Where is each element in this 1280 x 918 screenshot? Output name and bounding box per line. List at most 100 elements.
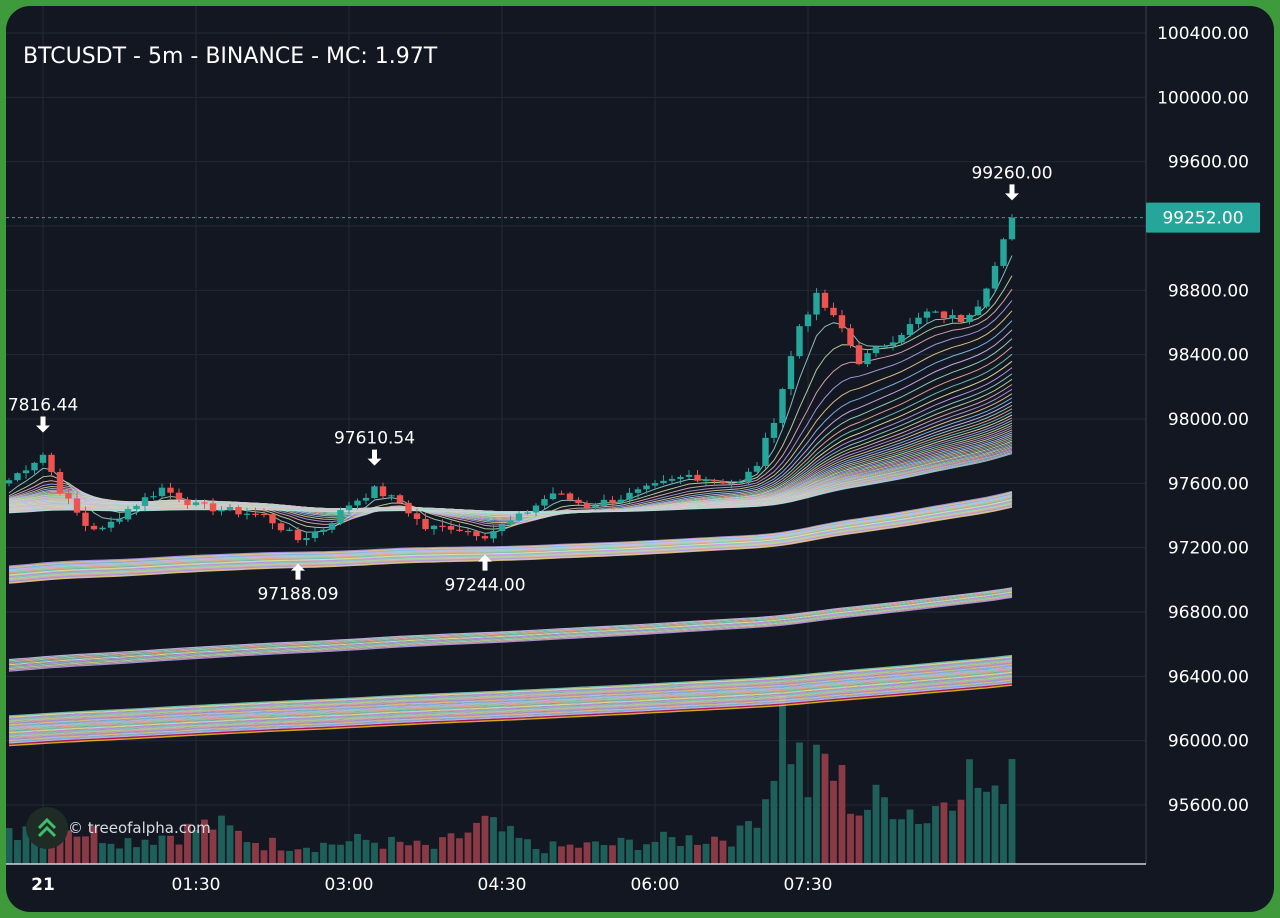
candle [379,482,387,500]
moving-average-line [8,656,1013,718]
volume-bar [1000,803,1007,864]
candle [260,508,268,518]
candle [915,312,922,329]
candle [932,310,939,314]
candle [209,498,217,516]
candle [124,506,132,523]
volume-bar [694,844,701,864]
moving-average-line [8,500,1013,578]
volume-bar [881,797,888,864]
candle [252,507,259,518]
volume-bar [320,842,327,864]
candle [872,345,880,357]
candle [770,418,778,443]
volume-bar [600,845,608,864]
candle [422,513,429,531]
candle [303,531,310,546]
volume-bar [736,825,744,864]
volume-bar [56,836,64,864]
candle [813,288,820,321]
moving-average-line [8,670,1013,733]
candle [396,493,404,505]
volume-bar [490,817,497,864]
volume-bar [702,843,710,864]
candle [779,387,786,430]
moving-average-line [8,680,1013,743]
high-marker: 7816.44 [8,396,78,433]
moving-average-line [8,591,1013,666]
candle [558,490,565,495]
volume-bar [634,850,642,864]
candle [702,476,710,486]
volume-bar [830,780,837,864]
volume-bar [609,845,616,864]
candle [48,452,55,477]
volume-bar [949,810,956,864]
candle [617,495,625,506]
moving-average-line [8,678,1013,740]
candle [362,493,370,505]
y-tick-label: 98800.00 [1168,281,1249,301]
volume-bar [124,838,132,864]
volume-bar [770,780,778,864]
volume-bar [864,809,871,864]
volume-bar [107,843,115,864]
volume-bars [6,696,1016,864]
moving-average-line [8,684,1013,747]
volume-bar [184,823,191,864]
volume-bar [439,837,446,864]
candle [430,524,438,535]
moving-average-ribbons [8,255,1013,747]
high-marker: 97610.54 [334,429,415,466]
candle [201,499,208,509]
low-marker: 97188.09 [257,563,339,605]
candle [830,302,837,317]
chart-frame: 7816.44 97610.54 97188.09 97244.00 99260.00 … [6,6,1274,912]
volume-bar [617,837,625,864]
volume-bar [515,837,523,864]
y-tick-label: 100000.00 [1157,88,1249,108]
volume-bar [796,742,803,864]
candle [192,498,200,507]
candle [65,488,72,505]
marker-label: 97188.09 [257,585,338,605]
volume-bar [966,759,973,864]
moving-average-line [8,592,1013,667]
volume-bar [1008,758,1016,864]
moving-average-line [8,666,1013,729]
volume-bar [82,836,89,864]
candle [787,350,795,396]
candle [243,507,251,520]
volume-bar [507,825,514,864]
candle [158,483,166,498]
volume-bar [753,827,761,864]
candle [490,524,497,543]
volume-bar [813,744,820,864]
volume-bar [549,841,557,864]
candle [175,488,183,503]
candle [694,469,701,483]
moving-average-line [8,679,1013,742]
arrow-down-icon [36,416,50,433]
candle [957,314,965,323]
y-tick-label: 96400.00 [1168,667,1249,687]
candle [634,487,642,499]
volume-bar [456,838,463,864]
volume-bar [464,832,472,864]
candle [184,496,191,509]
candle [22,465,30,479]
moving-average-line [8,502,1013,580]
volume-bar [286,850,293,864]
x-tick-label: 03:00 [325,875,374,895]
candle [116,513,123,525]
candle [150,491,157,500]
volume-bar [566,844,574,864]
moving-average-line [8,662,1013,725]
moving-average-line [8,665,1013,727]
candle [39,452,47,466]
candle [447,521,455,534]
candle [711,478,718,485]
candle [6,478,13,487]
volume-bar [328,844,336,864]
